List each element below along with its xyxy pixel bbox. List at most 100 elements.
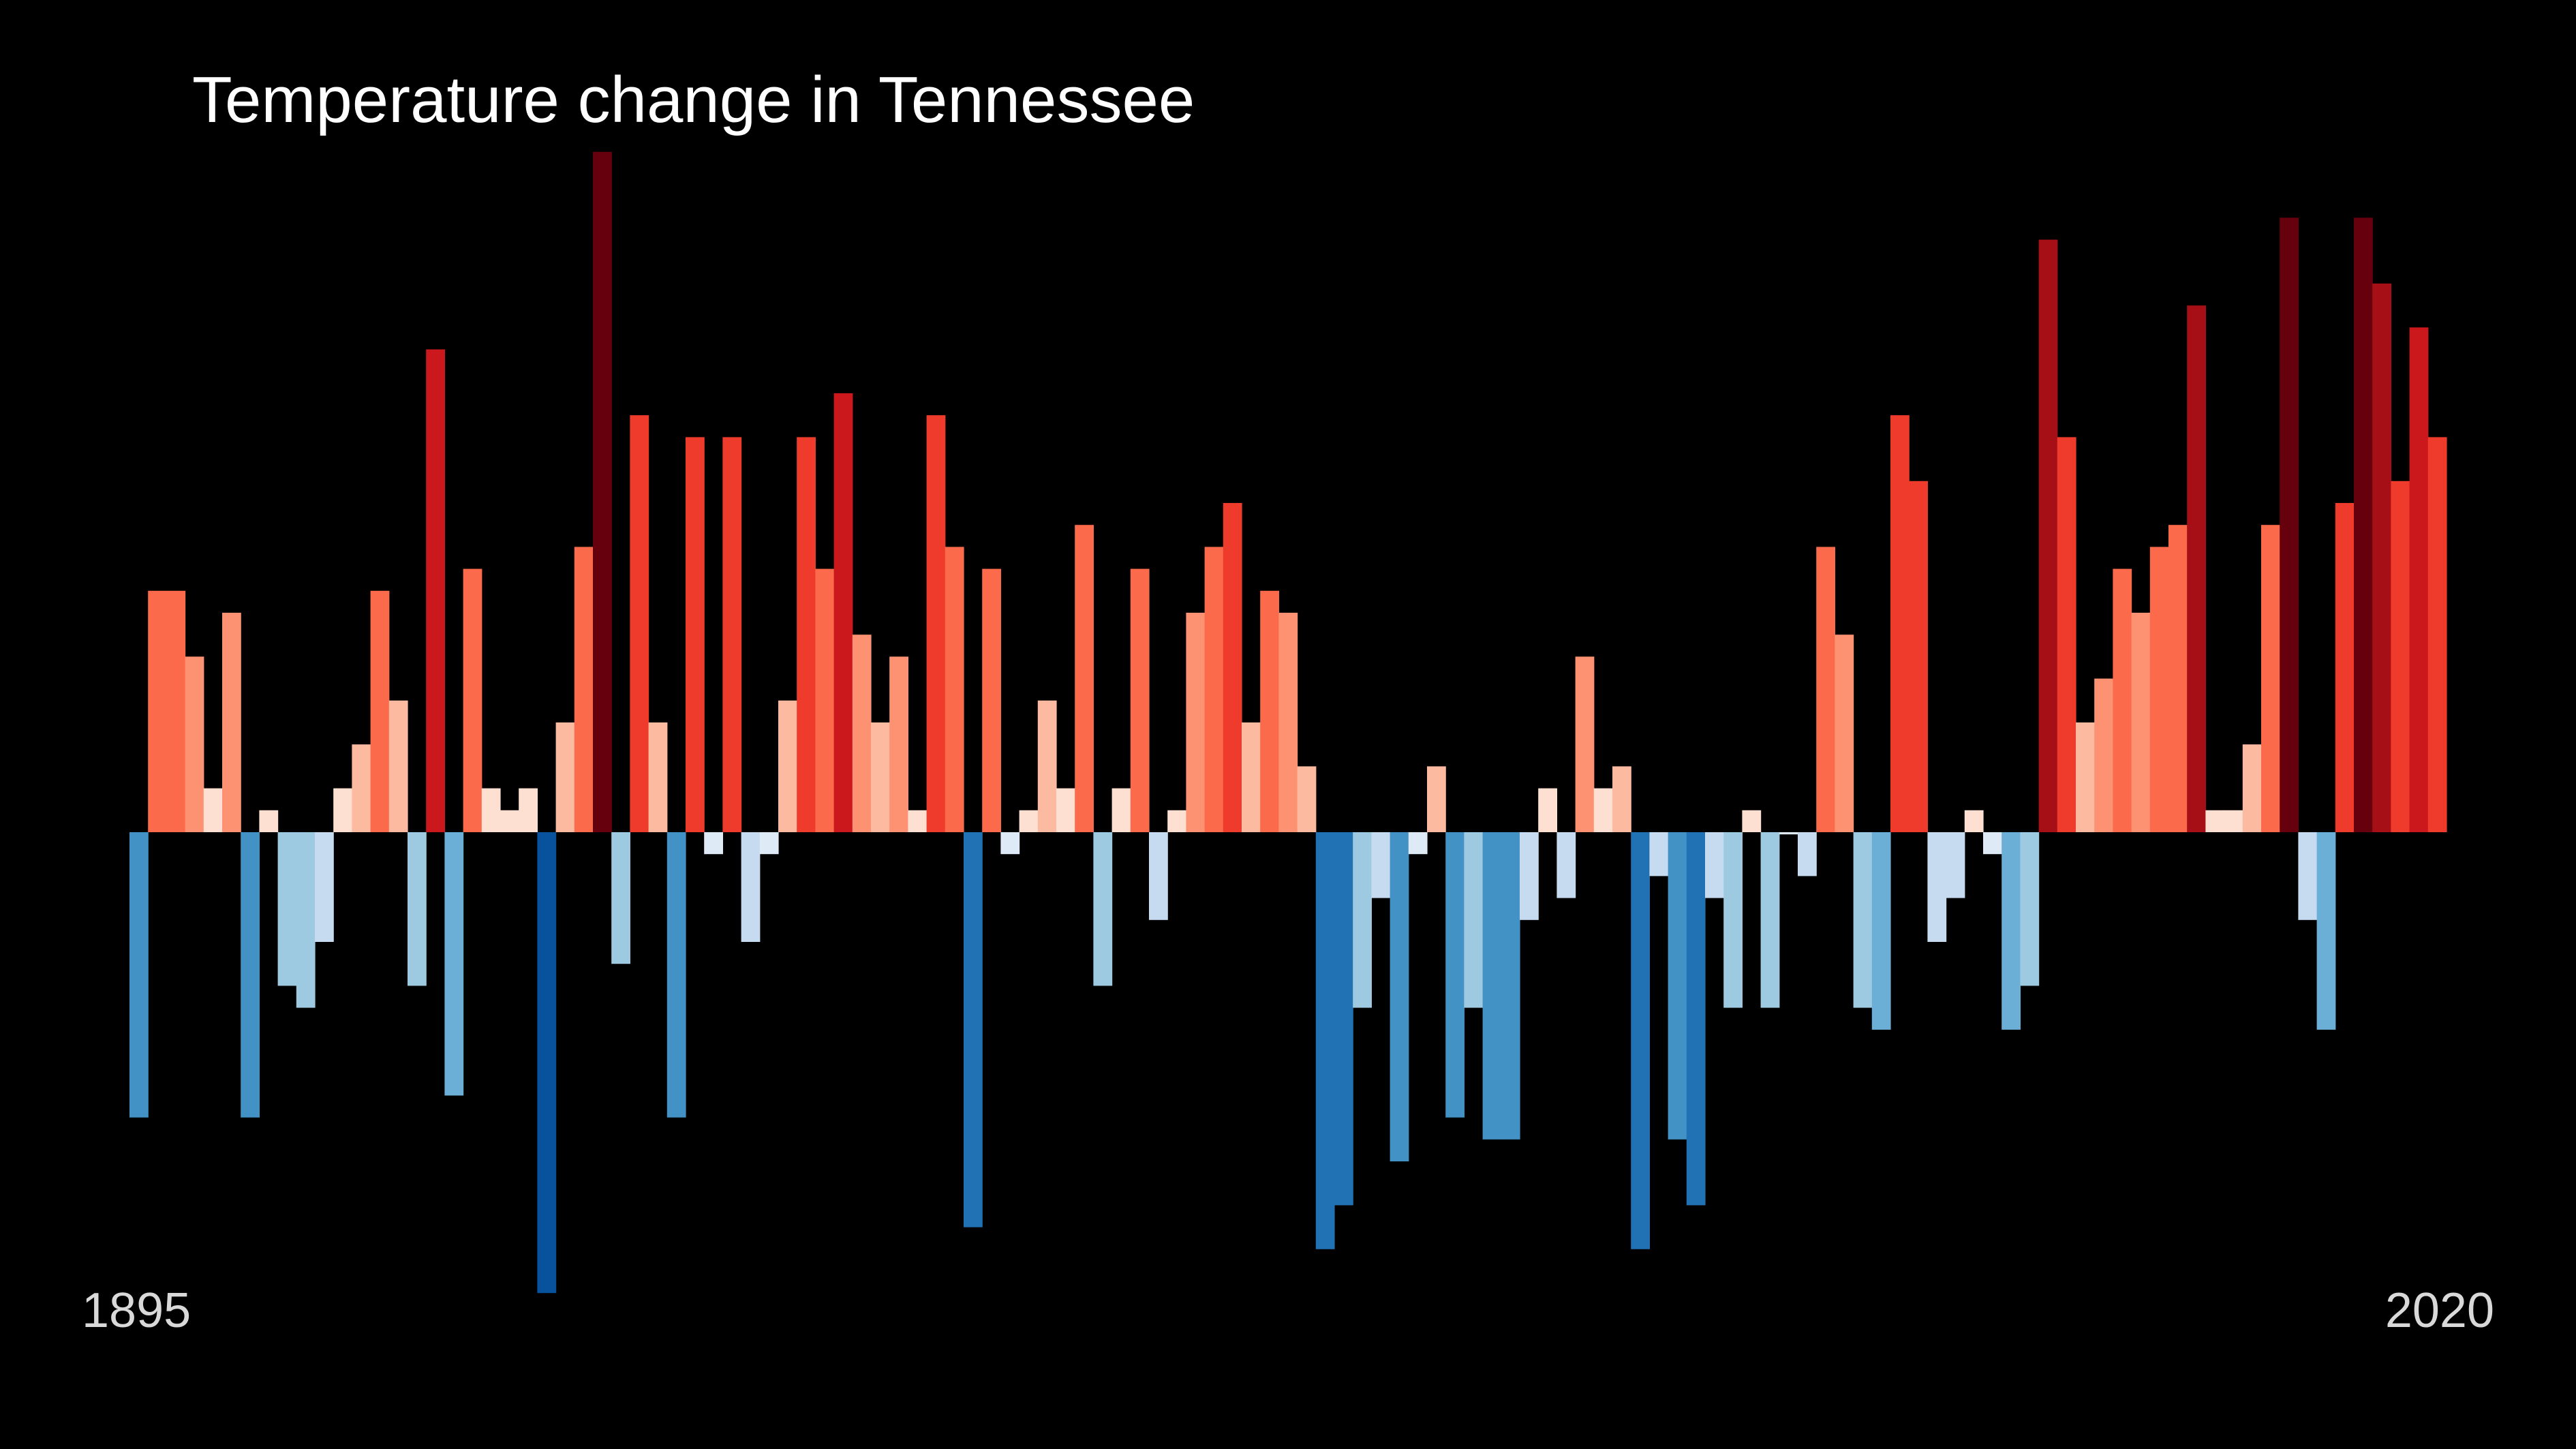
bar-1957 [1278,613,1298,832]
bar-2009 [2242,744,2262,832]
bar-1938 [926,415,946,832]
bar-1919 [574,547,594,832]
bar-1974 [1593,788,1613,832]
bar-2008 [2224,810,2243,832]
bar-1973 [1575,656,1595,832]
bar-1967 [1464,832,1484,1008]
bar-1921 [611,832,630,964]
bar-1905 [315,832,334,942]
bar-1955 [1242,722,1261,832]
bar-1990 [1890,415,1910,832]
bar-1922 [630,415,649,832]
bar-1924 [666,832,686,1118]
bar-1915 [500,810,519,832]
bar-1931 [797,437,816,832]
bar-1920 [593,151,612,833]
bar-1908 [370,590,390,832]
bar-1952 [1186,613,1206,832]
bar-1935 [871,722,890,832]
bar-1983 [1760,832,1780,1008]
bar-1979 [1686,832,1706,1206]
bar-1918 [555,722,575,832]
bar-1971 [1538,788,1557,832]
bar-1962 [1371,832,1391,898]
bar-1936 [889,656,908,832]
bar-1992 [1927,832,1947,942]
x-end-label: 2020 [2385,1283,2494,1338]
bar-1902 [259,810,279,832]
bar-1913 [463,568,482,832]
bar-1900 [222,613,241,832]
bar-1970 [1520,832,1539,920]
bar-1987 [1835,635,1854,832]
bar-1968 [1482,832,1502,1140]
bar-2007 [2205,810,2225,832]
bar-1951 [1167,810,1186,832]
bar-2006 [2187,305,2206,832]
bar-1927 [722,437,742,832]
bar-1932 [815,568,835,832]
bar-1965 [1427,766,1446,832]
bar-2000 [2076,722,2095,832]
bar-1978 [1668,832,1687,1140]
bar-1917 [537,832,557,1294]
bar-1929 [759,832,779,855]
bar-1960 [1334,832,1353,1206]
bar-2004 [2149,547,2169,832]
bar-1903 [277,832,297,986]
bar-1982 [1742,810,1762,832]
bar-1994 [1964,810,1984,832]
bar-1923 [648,722,668,832]
bar-2001 [2094,678,2113,832]
bar-2002 [2113,568,2132,832]
bar-1930 [778,700,797,832]
bar-1989 [1871,832,1891,1030]
bar-1943 [1019,810,1039,832]
bar-1942 [1000,832,1020,855]
bar-1991 [1909,481,1928,832]
bar-2014 [2335,503,2355,832]
bar-1897 [166,590,186,832]
bar-1933 [833,393,853,832]
bar-1944 [1037,700,1057,832]
bar-2015 [2354,217,2373,832]
bar-2003 [2131,613,2151,832]
bar-1907 [352,744,371,832]
bar-2019 [2427,437,2447,832]
bar-1999 [2057,437,2076,832]
bar-1937 [908,810,927,832]
bar-2011 [2280,217,2299,832]
bar-1947 [1093,832,1113,986]
bar-1954 [1223,503,1242,832]
bar-1901 [241,832,260,1118]
bar-2013 [2316,832,2336,1030]
bar-1928 [741,832,761,942]
bar-1986 [1816,547,1835,832]
bar-1934 [852,635,872,832]
bar-1976 [1631,832,1650,1249]
bar-2016 [2372,284,2391,832]
bar-2005 [2168,525,2188,832]
bar-1972 [1557,832,1576,898]
bar-2012 [2298,832,2318,920]
bar-1948 [1111,788,1131,832]
x-start-label: 1895 [82,1283,191,1338]
bar-2010 [2261,525,2280,832]
bar-1961 [1353,832,1372,1008]
bar-1895 [129,832,149,1118]
bar-1969 [1501,832,1520,1140]
bar-1925 [686,437,705,832]
bar-1911 [426,349,445,832]
bar-1953 [1204,547,1224,832]
bar-1981 [1723,832,1743,1008]
bar-1980 [1705,832,1724,898]
bar-1950 [1149,832,1168,920]
bar-1940 [964,832,983,1227]
chart-title: Temperature change in Tennessee [192,63,1195,136]
bar-1912 [444,832,464,1096]
bar-1898 [185,656,204,832]
bar-1959 [1315,832,1335,1249]
bar-2018 [2409,327,2429,832]
